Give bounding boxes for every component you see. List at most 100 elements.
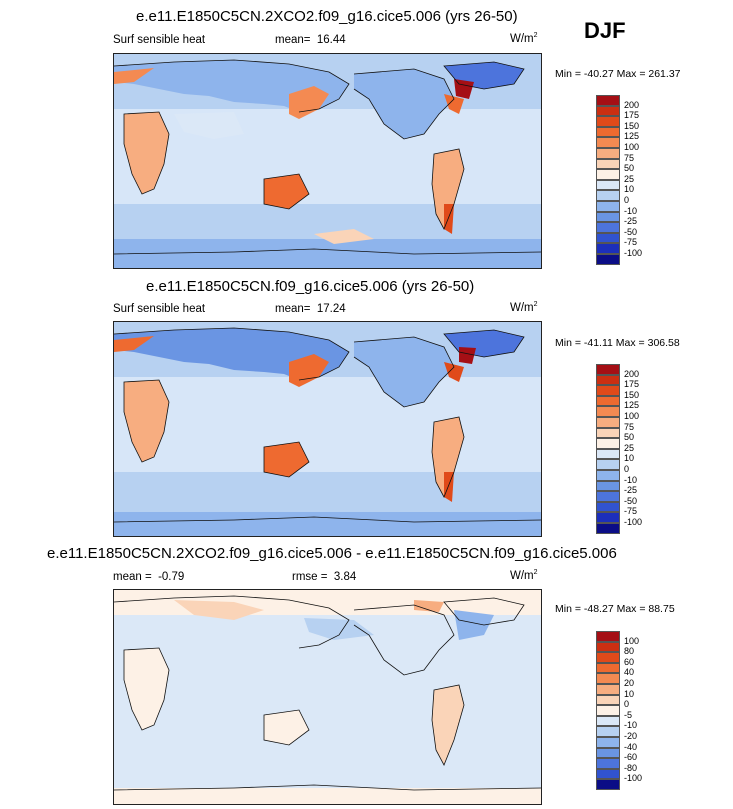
panel2-title: e.e11.E1850C5CN.f09_g16.cice5.006 (yrs 2…	[146, 278, 475, 295]
panel2-variable: Surf sensible heat	[113, 303, 206, 315]
colorbar-label: -50	[624, 226, 638, 237]
colorbar-swatch	[596, 417, 620, 428]
colorbar-swatch	[596, 512, 620, 523]
panel2-map	[113, 321, 542, 537]
colorbar-label: 175	[624, 110, 640, 121]
colorbar-swatch	[596, 715, 620, 727]
colorbar-label: 75	[624, 152, 635, 163]
colorbar-swatch	[596, 116, 620, 127]
colorbar-label: 80	[624, 646, 635, 657]
colorbar-label: -75	[624, 506, 638, 517]
colorbar-label: 150	[624, 389, 640, 400]
colorbar-swatch	[596, 364, 620, 375]
colorbar-swatch	[596, 737, 620, 748]
panel3-mean: mean = -0.79	[113, 571, 184, 583]
colorbar-swatch	[596, 779, 620, 790]
colorbar-label: -40	[624, 741, 638, 752]
panel3-rmse-label: rmse =	[292, 571, 328, 583]
colorbar-swatch	[596, 169, 620, 180]
colorbar-swatch	[596, 523, 620, 534]
panel3-map	[113, 589, 542, 805]
colorbar-label: 200	[624, 99, 640, 110]
colorbar-swatch	[596, 662, 620, 674]
colorbar-swatch	[596, 148, 620, 159]
colorbar-swatch	[596, 768, 620, 780]
colorbar-label: 25	[624, 173, 635, 184]
colorbar-label: 60	[624, 656, 635, 667]
colorbar-label: 25	[624, 442, 635, 453]
colorbar-swatch	[596, 652, 620, 663]
colorbar-label: 10	[624, 453, 635, 464]
colorbar-label: 50	[624, 163, 635, 174]
colorbar-label: 0	[624, 464, 630, 474]
colorbar-label: -80	[624, 762, 638, 773]
colorbar-swatch	[596, 232, 620, 244]
colorbar-swatch	[596, 126, 620, 138]
colorbar-swatch	[596, 179, 620, 191]
colorbar-swatch	[596, 705, 620, 716]
colorbar-swatch	[596, 491, 620, 502]
panel1-map	[113, 53, 542, 269]
colorbar-label: 20	[624, 678, 635, 688]
colorbar-swatch	[596, 684, 620, 695]
colorbar-swatch	[596, 758, 620, 769]
colorbar-swatch	[596, 427, 620, 439]
panel2-mean: mean= 17.24	[275, 303, 346, 315]
colorbar-label: 0	[624, 195, 630, 205]
colorbar-swatch	[596, 694, 620, 706]
colorbar-swatch	[596, 158, 620, 170]
colorbar-label: -60	[624, 752, 638, 763]
colorbar-swatch	[596, 137, 620, 148]
colorbar-label: -25	[624, 485, 638, 496]
colorbar-label: 125	[624, 131, 640, 142]
colorbar-swatch	[596, 726, 620, 737]
colorbar-label: -20	[624, 731, 638, 741]
panel2-mean-label: mean=	[275, 303, 311, 315]
colorbar-label: 200	[624, 368, 640, 379]
colorbar-label: 75	[624, 421, 635, 432]
colorbar-swatch	[596, 222, 620, 233]
colorbar-label: 10	[624, 688, 635, 699]
colorbar-label: -100	[624, 248, 643, 258]
colorbar-label: -75	[624, 237, 638, 248]
colorbar-swatch	[596, 438, 620, 449]
colorbar-label: 175	[624, 379, 640, 390]
colorbar-label: 125	[624, 400, 640, 411]
panel3-rmse-value: 3.84	[333, 571, 357, 583]
panel1-minmax: Min = -40.27 Max = 261.37	[555, 68, 681, 80]
panel3-title: e.e11.E1850C5CN.2XCO2.f09_g16.cice5.006 …	[47, 545, 617, 562]
panel3-mean-label: mean =	[113, 571, 152, 583]
panel1-mean: mean= 16.44	[275, 34, 346, 46]
colorbar-swatch	[596, 243, 620, 254]
season-label: DJF	[584, 18, 626, 43]
colorbar-swatch	[596, 641, 620, 653]
colorbar-label: -100	[624, 773, 643, 784]
panel3-minmax: Min = -48.27 Max = 88.75	[555, 603, 675, 615]
colorbar-label: 150	[624, 120, 640, 131]
colorbar-swatch	[596, 480, 620, 492]
colorbar-swatch	[596, 95, 620, 106]
colorbar-label: 40	[624, 667, 635, 678]
colorbar-swatch	[596, 190, 620, 201]
panel1-units: W/m2	[510, 32, 538, 45]
panel2-units: W/m2	[510, 301, 538, 314]
colorbar-swatch	[596, 747, 620, 759]
colorbar-swatch	[596, 254, 620, 265]
colorbar-label: 100	[624, 142, 640, 152]
colorbar-label: 100	[624, 635, 640, 646]
panel1-mean-label: mean=	[275, 34, 311, 46]
colorbar-label: -50	[624, 495, 638, 506]
colorbar-swatch	[596, 385, 620, 396]
panel2-mean-value: 17.24	[316, 303, 346, 315]
colorbar-swatch	[596, 501, 620, 513]
colorbar-swatch	[596, 631, 620, 642]
panel3-units: W/m2	[510, 569, 538, 582]
panel3-rmse: rmse = 3.84	[292, 571, 356, 583]
colorbar-label: 10	[624, 184, 635, 195]
colorbar-label: -10	[624, 205, 638, 216]
colorbar-label: 50	[624, 432, 635, 443]
colorbar-label: -10	[624, 720, 638, 731]
panel2-minmax: Min = -41.11 Max = 306.58	[555, 337, 680, 349]
colorbar-label: -5	[624, 709, 633, 720]
panel1-variable: Surf sensible heat	[113, 34, 206, 46]
